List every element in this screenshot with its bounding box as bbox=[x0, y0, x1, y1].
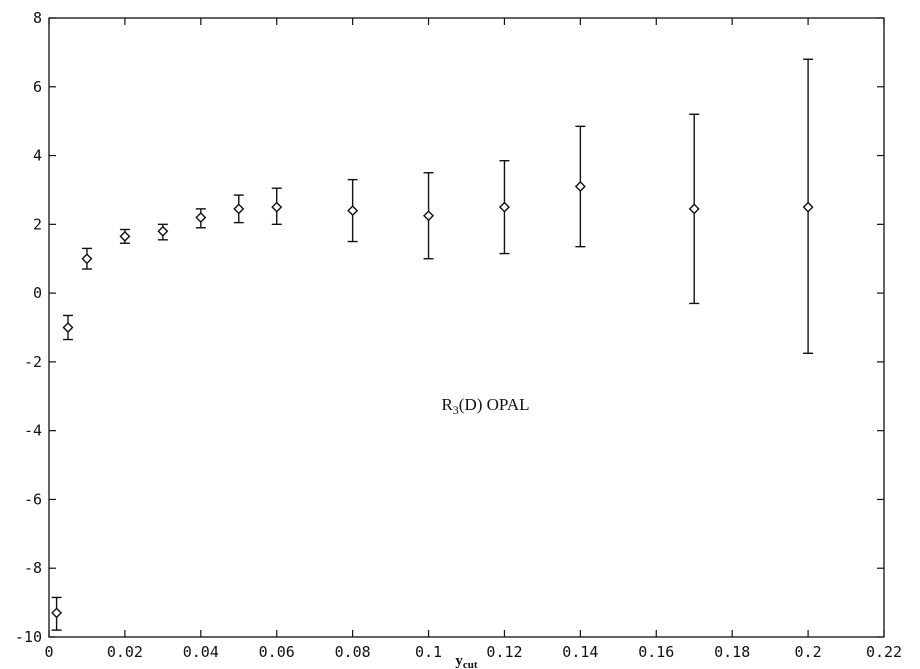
x-axis-label: ycut bbox=[455, 653, 478, 669]
ticks: 0 0.02 0.04 0.06 0.08 0.1 0.12 0.14 0.16 0.18 0.2 0… bbox=[15, 9, 902, 661]
x-tick-label: 0 bbox=[44, 643, 53, 661]
x-tick-label: 0.14 bbox=[562, 643, 598, 661]
data-point bbox=[574, 125, 586, 248]
y-tick-label: 6 bbox=[33, 78, 42, 96]
data-point bbox=[195, 208, 207, 229]
x-tick-label: 0.12 bbox=[486, 643, 522, 661]
data-point bbox=[62, 314, 74, 341]
diamond-marker bbox=[157, 225, 169, 237]
data-point bbox=[688, 113, 700, 305]
x-tick-label: 0.04 bbox=[183, 643, 219, 661]
x-tick-label: 0.16 bbox=[638, 643, 674, 661]
diamond-marker bbox=[688, 203, 700, 215]
x-tick-label: 0.02 bbox=[107, 643, 143, 661]
y-tick-label: 8 bbox=[33, 9, 42, 27]
data-point bbox=[347, 178, 359, 243]
data-point bbox=[81, 247, 93, 270]
data-point bbox=[802, 58, 814, 354]
x-tick-label: 0.2 bbox=[795, 643, 822, 661]
x-tick-label: 0.22 bbox=[866, 643, 902, 661]
data-point bbox=[157, 223, 169, 241]
diamond-marker bbox=[802, 201, 814, 213]
data-points bbox=[51, 58, 814, 631]
data-point bbox=[271, 187, 283, 226]
x-tick-label: 0.1 bbox=[415, 643, 442, 661]
diamond-marker bbox=[62, 322, 74, 333]
x-tick-label: 0.06 bbox=[259, 643, 295, 661]
axes bbox=[48, 17, 885, 638]
y-tick-label: -4 bbox=[24, 422, 42, 440]
y-tick-label: -6 bbox=[24, 490, 42, 508]
y-tick-label: -2 bbox=[24, 353, 42, 371]
data-point bbox=[498, 160, 510, 255]
data-point bbox=[233, 194, 245, 224]
diamond-marker bbox=[81, 253, 93, 265]
diamond-marker bbox=[119, 230, 131, 242]
annotation-label: R3(D) OPAL bbox=[441, 395, 529, 417]
diamond-marker bbox=[195, 211, 207, 223]
data-point bbox=[119, 228, 131, 244]
diamond-marker bbox=[347, 205, 359, 217]
y-tick-label: -8 bbox=[24, 559, 42, 577]
diamond-marker bbox=[51, 607, 63, 619]
x-tick-label: 0.08 bbox=[335, 643, 371, 661]
diamond-marker bbox=[574, 181, 586, 192]
diamond-marker bbox=[498, 201, 510, 213]
y-tick-label: 0 bbox=[33, 284, 42, 302]
y-tick-label: 2 bbox=[33, 215, 42, 233]
y-tick-label: 4 bbox=[33, 147, 42, 165]
y-tick-label: -10 bbox=[15, 628, 42, 646]
x-tick-label: 0.18 bbox=[714, 643, 750, 661]
diamond-marker bbox=[423, 210, 435, 222]
plot-frame bbox=[48, 17, 885, 638]
diamond-marker bbox=[233, 203, 245, 215]
data-point bbox=[51, 596, 63, 631]
data-point bbox=[423, 172, 435, 260]
diamond-marker bbox=[271, 201, 283, 213]
